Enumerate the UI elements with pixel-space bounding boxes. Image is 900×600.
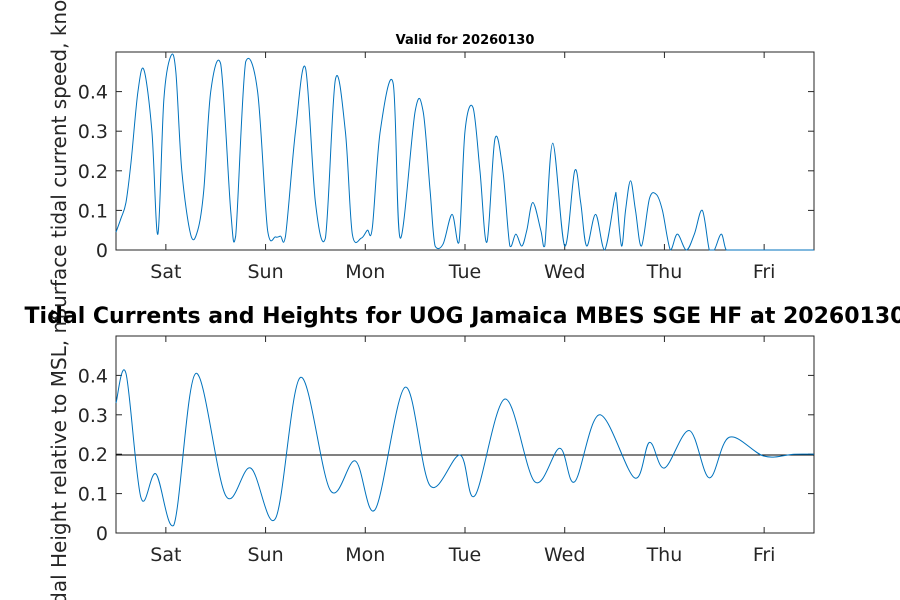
height-plot-area <box>115 335 815 534</box>
current-speed-series-line <box>115 53 814 251</box>
current-y-tick-label: 0.2 <box>78 161 108 183</box>
height-y-tick-label: 0.1 <box>78 484 108 506</box>
current-x-tick-label: Fri <box>753 261 776 283</box>
main-figure-title: Tidal Currents and Heights for UOG Jamai… <box>25 304 900 329</box>
height-y-axis: 0 0.1 0.2 0.3 0.4 <box>78 365 814 545</box>
current-plot-area <box>115 51 815 251</box>
height-x-tick-label: Tue <box>448 544 481 566</box>
current-y-tick-label: 0 <box>96 240 108 262</box>
height-y-tick-label: 0.3 <box>78 405 108 427</box>
current-y-tick-label: 0.1 <box>78 200 108 222</box>
height-x-tick-label: Sat <box>150 544 181 566</box>
height-x-axis: Sat Sun Mon Tue Wed Thu Fri <box>150 336 775 566</box>
current-x-tick-label: Wed <box>544 261 585 283</box>
height-x-tick-label: Thu <box>646 544 683 566</box>
current-y-axis: 0 0.1 0.2 0.3 0.4 <box>78 82 814 262</box>
height-x-tick-label: Fri <box>753 544 776 566</box>
height-y-axis-label: Tidal Height relative to MSL, m <box>47 314 71 600</box>
height-x-tick-label: Wed <box>544 544 585 566</box>
current-chart-title: Valid for 20260130 <box>396 33 535 48</box>
height-x-tick-label: Mon <box>345 544 385 566</box>
current-x-tick-label: Sun <box>247 261 283 283</box>
tidal-height-series-line <box>115 369 815 527</box>
current-speed-chart: Valid for 20260130 0 0.1 0.2 0.3 0.4 Sat Sun M… <box>47 0 815 321</box>
current-y-axis-label: Surface tidal current speed, knots <box>47 0 71 321</box>
current-x-tick-label: Tue <box>448 261 481 283</box>
current-x-tick-label: Sat <box>150 261 181 283</box>
tidal-height-chart: 0 0.1 0.2 0.3 0.4 Sat Sun Mon Tue Wed Thu Fri Tida… <box>25 304 900 600</box>
current-x-tick-label: Thu <box>646 261 683 283</box>
height-y-tick-label: 0.4 <box>78 365 108 387</box>
current-y-tick-label: 0.3 <box>78 121 108 143</box>
height-y-tick-label: 0 <box>96 523 108 545</box>
current-x-axis: Sat Sun Mon Tue Wed Thu Fri <box>150 52 775 283</box>
current-y-tick-label: 0.4 <box>78 82 108 104</box>
height-y-tick-label: 0.2 <box>78 444 108 466</box>
current-x-tick-label: Mon <box>345 261 385 283</box>
height-x-tick-label: Sun <box>247 544 283 566</box>
